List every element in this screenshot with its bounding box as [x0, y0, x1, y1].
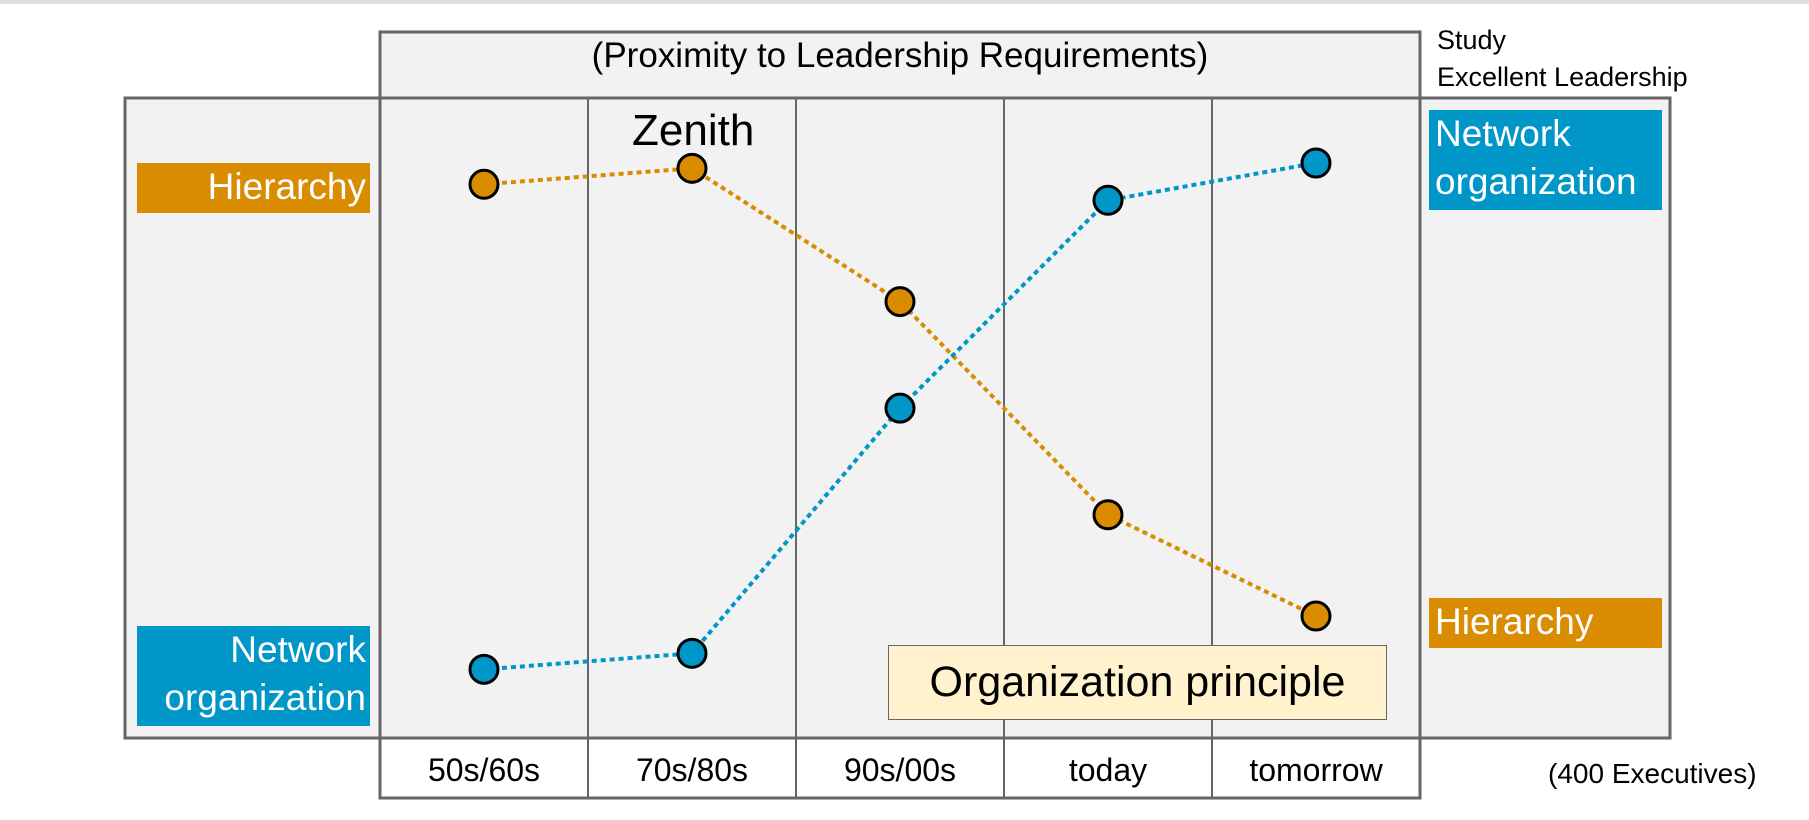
category-tick-label: tomorrow: [1249, 752, 1383, 788]
right-label-network-line1: Network: [1435, 113, 1571, 154]
data-point-hierarchy: [884, 286, 916, 318]
category-tick-label: 70s/80s: [635, 752, 749, 788]
study-line-2: Excellent Leadership: [1437, 62, 1688, 92]
series-points: [468, 147, 1332, 685]
data-point-hierarchy: [676, 152, 708, 184]
zenith-annotation: Zenith: [632, 106, 755, 155]
left-label-hierarchy-text: Hierarchy: [207, 166, 366, 207]
vertical-gridlines: [587, 98, 1213, 738]
right-label-hierarchy-text: Hierarchy: [1435, 601, 1594, 642]
chart-title: (Proximity to Leadership Requirements): [591, 36, 1209, 75]
series-line-hierarchy: [483, 166, 1317, 618]
right-label-hierarchy: Hierarchy: [1429, 598, 1662, 648]
study-line-1: Study: [1437, 25, 1507, 55]
plot-area: [378, 96, 1422, 740]
left-label-hierarchy: Hierarchy: [137, 163, 370, 213]
top-rule: [0, 0, 1809, 4]
category-tick-label: today: [1068, 752, 1148, 788]
series-lines: [483, 161, 1317, 672]
left-label-network-line2: organization: [164, 677, 366, 718]
study-label: Study Excellent Leadership: [1437, 22, 1688, 96]
data-point-network-organization: [1092, 184, 1124, 216]
category-separators: [587, 738, 1213, 798]
right-label-network: Network organization: [1429, 110, 1662, 210]
data-point-network-organization: [676, 637, 708, 669]
data-point-network-organization: [884, 392, 916, 424]
category-band: [378, 736, 1422, 800]
right-label-network-line2: organization: [1435, 161, 1637, 202]
category-tick-label: 50s/60s: [427, 752, 541, 788]
data-point-network-organization: [468, 653, 500, 685]
data-point-hierarchy: [1092, 499, 1124, 531]
left-label-network: Network organization: [137, 626, 370, 726]
data-point-hierarchy: [1300, 600, 1332, 632]
organization-principle-box: Organization principle: [888, 645, 1387, 720]
category-tick-label: 90s/00s: [843, 752, 957, 788]
data-point-network-organization: [1300, 147, 1332, 179]
left-label-network-line1: Network: [230, 629, 366, 670]
executives-note: (400 Executives): [1548, 758, 1757, 789]
data-point-hierarchy: [468, 168, 500, 200]
series-line-network-organization: [483, 161, 1317, 672]
